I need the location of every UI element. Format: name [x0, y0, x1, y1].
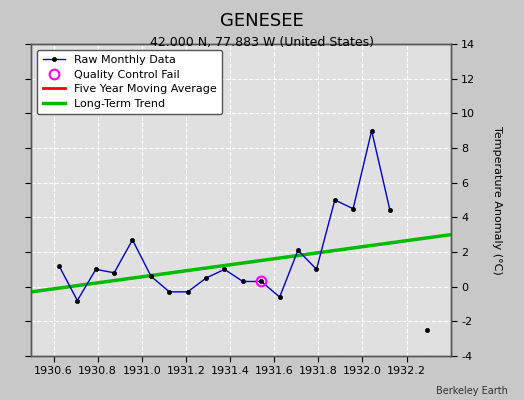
Raw Monthly Data — [93, 267, 99, 272]
Line: Raw Monthly Data: Raw Monthly Data — [57, 128, 392, 303]
Y-axis label: Temperature Anomaly (°C): Temperature Anomaly (°C) — [492, 126, 502, 274]
Raw Monthly Data — [203, 276, 209, 280]
Raw Monthly Data — [148, 274, 154, 279]
Raw Monthly Data — [111, 270, 117, 275]
Raw Monthly Data — [129, 238, 136, 242]
Raw Monthly Data — [368, 128, 375, 133]
Raw Monthly Data — [184, 290, 191, 294]
Raw Monthly Data — [239, 279, 246, 284]
Raw Monthly Data — [295, 248, 301, 253]
Raw Monthly Data — [166, 290, 172, 294]
Text: Berkeley Earth: Berkeley Earth — [436, 386, 508, 396]
Raw Monthly Data — [221, 267, 227, 272]
Text: 42.000 N, 77.883 W (United States): 42.000 N, 77.883 W (United States) — [150, 36, 374, 49]
Raw Monthly Data — [74, 298, 81, 303]
Raw Monthly Data — [387, 208, 393, 213]
Raw Monthly Data — [277, 295, 283, 300]
Raw Monthly Data — [350, 206, 356, 211]
Legend: Raw Monthly Data, Quality Control Fail, Five Year Moving Average, Long-Term Tren: Raw Monthly Data, Quality Control Fail, … — [37, 50, 222, 114]
Raw Monthly Data — [313, 267, 320, 272]
Raw Monthly Data — [258, 279, 265, 284]
Raw Monthly Data — [332, 198, 338, 202]
Raw Monthly Data — [56, 264, 62, 268]
Text: GENESEE: GENESEE — [220, 12, 304, 30]
